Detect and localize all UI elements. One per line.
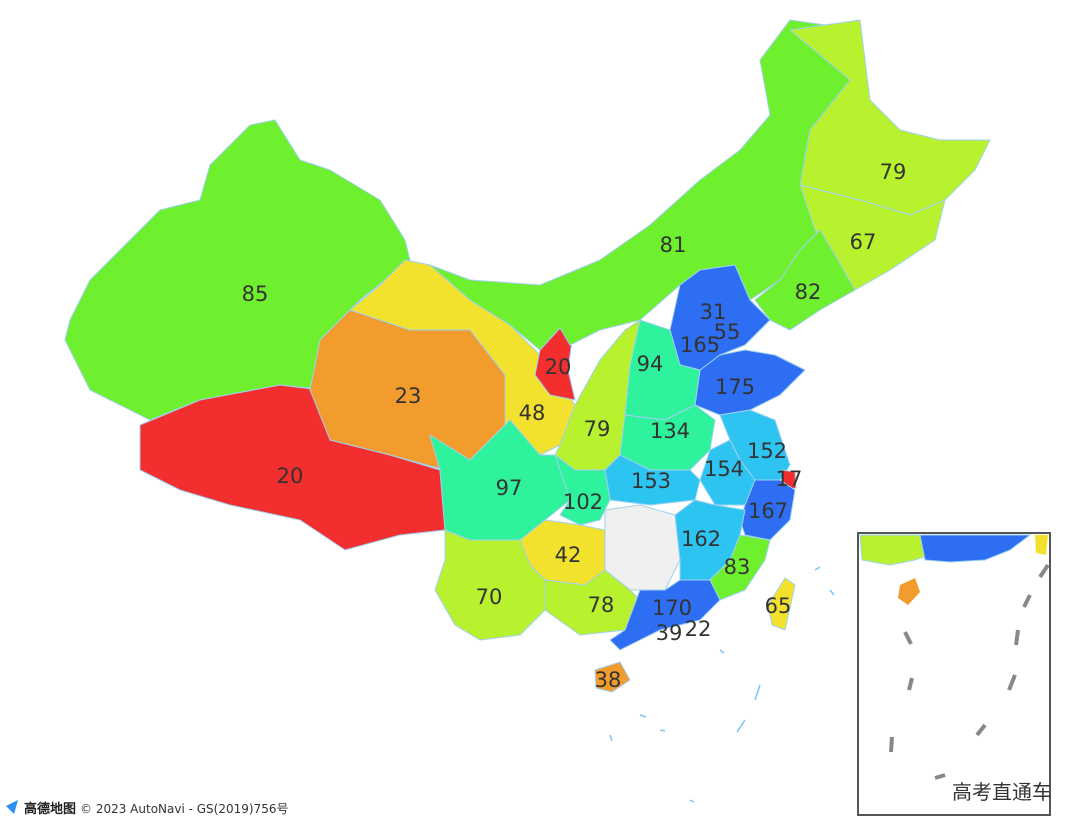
region-value: 20 [277, 464, 304, 488]
region-value: 83 [724, 555, 751, 579]
region-value: 79 [880, 160, 907, 184]
region-value: 81 [660, 233, 687, 257]
region-value: 175 [715, 375, 755, 399]
region-value: 67 [850, 230, 877, 254]
region-value: 152 [747, 439, 787, 463]
region-value: 65 [765, 594, 792, 618]
region-value: 170 [652, 596, 692, 620]
watermark: 高考直通车 [952, 780, 1052, 804]
attribution-text: © 2023 AutoNavi - GS(2019)756号 [80, 802, 288, 816]
region-value: 17 [776, 467, 803, 491]
region-value: 162 [681, 527, 721, 551]
region [434, 529, 546, 641]
region-value: 39 [656, 621, 683, 645]
region-value: 20 [545, 355, 572, 379]
regions [64, 19, 991, 693]
region-value: 48 [519, 401, 546, 425]
inset [857, 532, 1051, 816]
region-value: 82 [795, 280, 822, 304]
region [754, 229, 856, 331]
region [604, 454, 701, 506]
region-value: 38 [595, 668, 622, 692]
region [767, 577, 796, 631]
region [704, 534, 771, 601]
region [594, 661, 631, 693]
region [789, 19, 991, 216]
region-value: 78 [588, 593, 615, 617]
region-value: 167 [748, 499, 788, 523]
region-value: 23 [395, 384, 422, 408]
region-value: 154 [704, 457, 744, 481]
region-value: 97 [496, 476, 523, 500]
region-value: 22 [685, 617, 712, 641]
logo: 高德地图 [24, 801, 76, 817]
region-value: 134 [650, 419, 690, 443]
region-value: 153 [631, 469, 671, 493]
region-value: 85 [242, 282, 269, 306]
region-value: 79 [584, 417, 611, 441]
region-value: 55 [714, 320, 741, 344]
region [64, 119, 411, 421]
region-value: 70 [476, 585, 503, 609]
region [604, 504, 681, 591]
region-value: 94 [637, 352, 664, 376]
region [694, 349, 806, 416]
region [554, 454, 611, 526]
region-value: 42 [555, 543, 582, 567]
region-value: 165 [680, 333, 720, 357]
region-value: 31 [700, 300, 727, 324]
region-value: 102 [563, 490, 603, 514]
islands [609, 566, 835, 803]
attribution: 高德地图 © 2023 AutoNavi - GS(2019)756号 [6, 800, 288, 817]
region [609, 579, 721, 651]
